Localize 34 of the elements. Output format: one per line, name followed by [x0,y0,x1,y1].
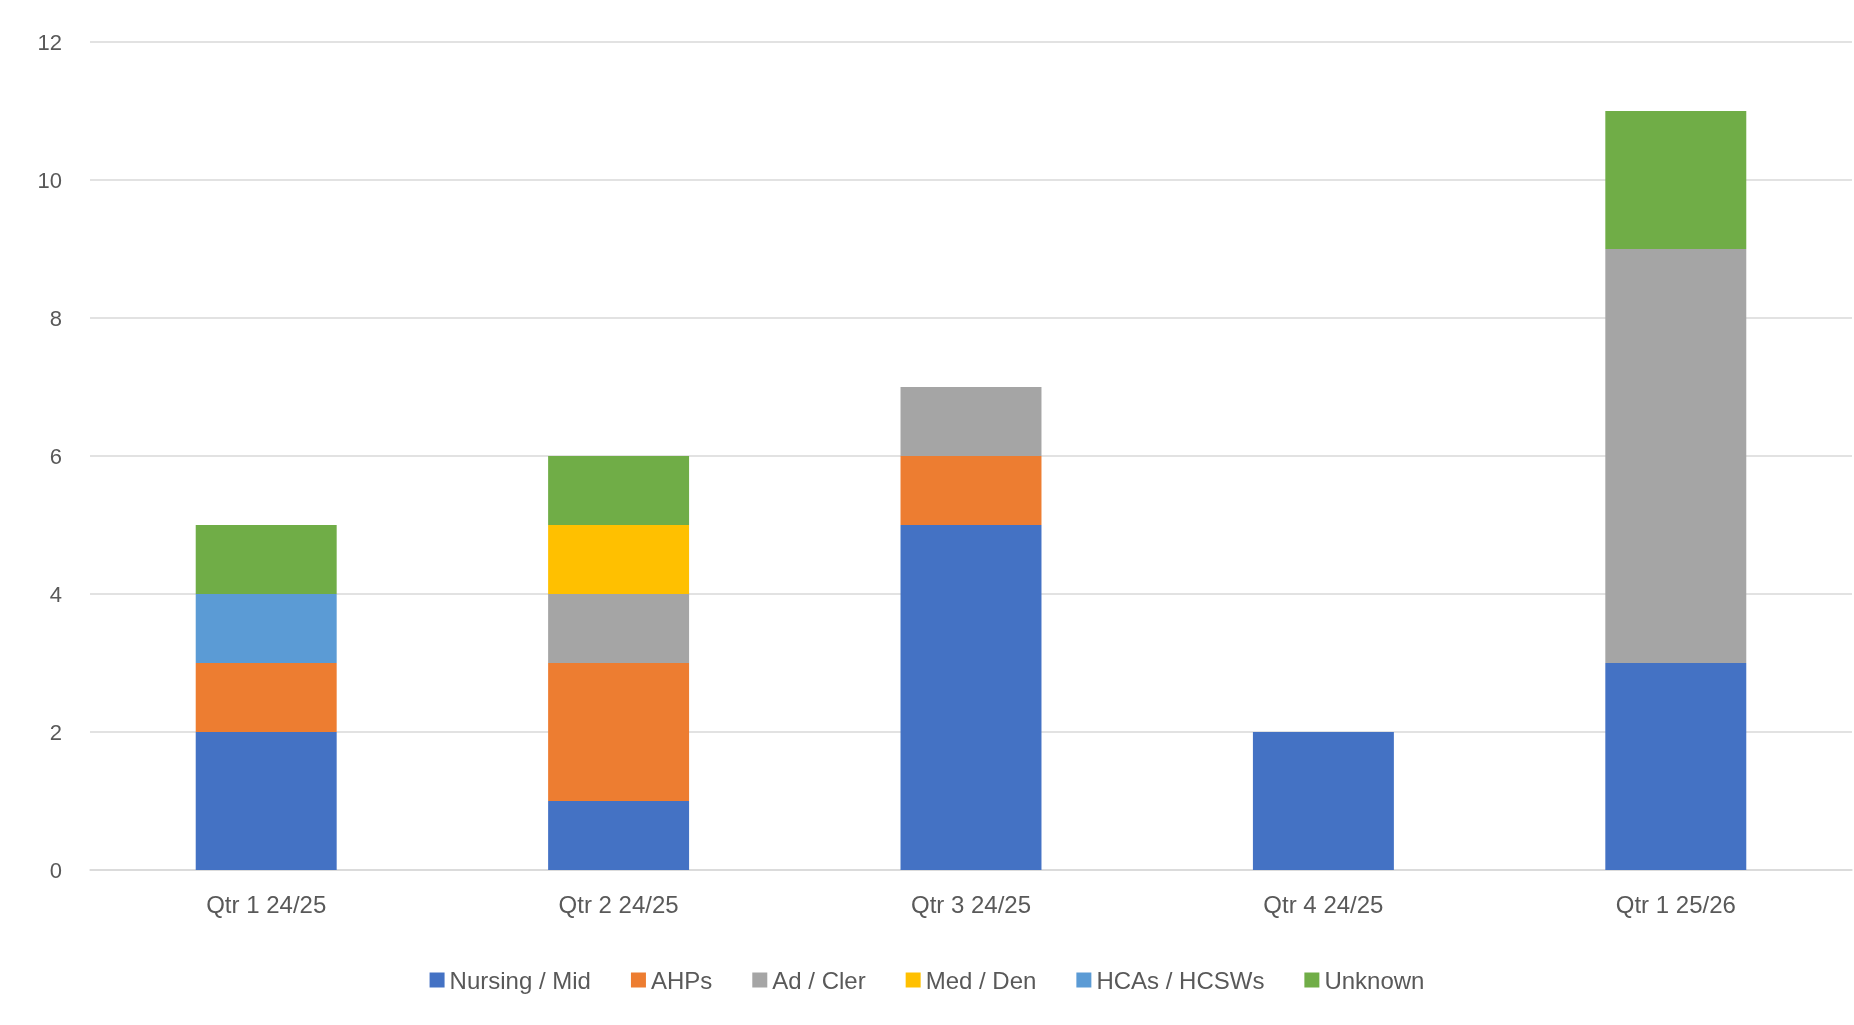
bar [548,801,690,870]
bar [548,663,690,801]
bar [1605,111,1747,249]
legend-label: Med / Den [925,966,1037,994]
bar [548,456,690,525]
x-tick-label: Qtr 1 25/26 [1615,890,1736,918]
legend-label: Unknown [1324,966,1425,994]
legend-label: Nursing / Mid [449,966,591,994]
y-tick-label: 4 [49,581,62,607]
bar [900,456,1042,525]
bar [195,525,337,594]
x-tick-label: Qtr 3 24/25 [910,890,1032,918]
bar [195,663,337,732]
legend-label: HCAs / HCSWs [1096,966,1265,994]
x-tick-label: Qtr 4 24/25 [1263,890,1384,918]
bar [900,387,1042,456]
y-tick-label: 10 [37,167,62,193]
bar [1605,663,1747,870]
x-tick-label: Qtr 2 24/25 [558,890,679,918]
bar [1252,732,1394,870]
bar [195,594,337,663]
y-tick-label: 2 [49,719,62,745]
y-tick-label: 0 [49,857,62,883]
bar [195,732,337,870]
y-tick-label: 12 [37,29,62,55]
bar [548,525,690,594]
bar [548,594,690,663]
bar [900,525,1042,870]
y-tick-label: 8 [49,305,62,331]
y-tick-label: 6 [49,443,62,469]
x-tick-label: Qtr 1 24/25 [206,890,327,918]
legend-label: AHPs [650,966,713,994]
bar [1605,249,1747,663]
legend-label: Ad / Cler [772,966,866,994]
